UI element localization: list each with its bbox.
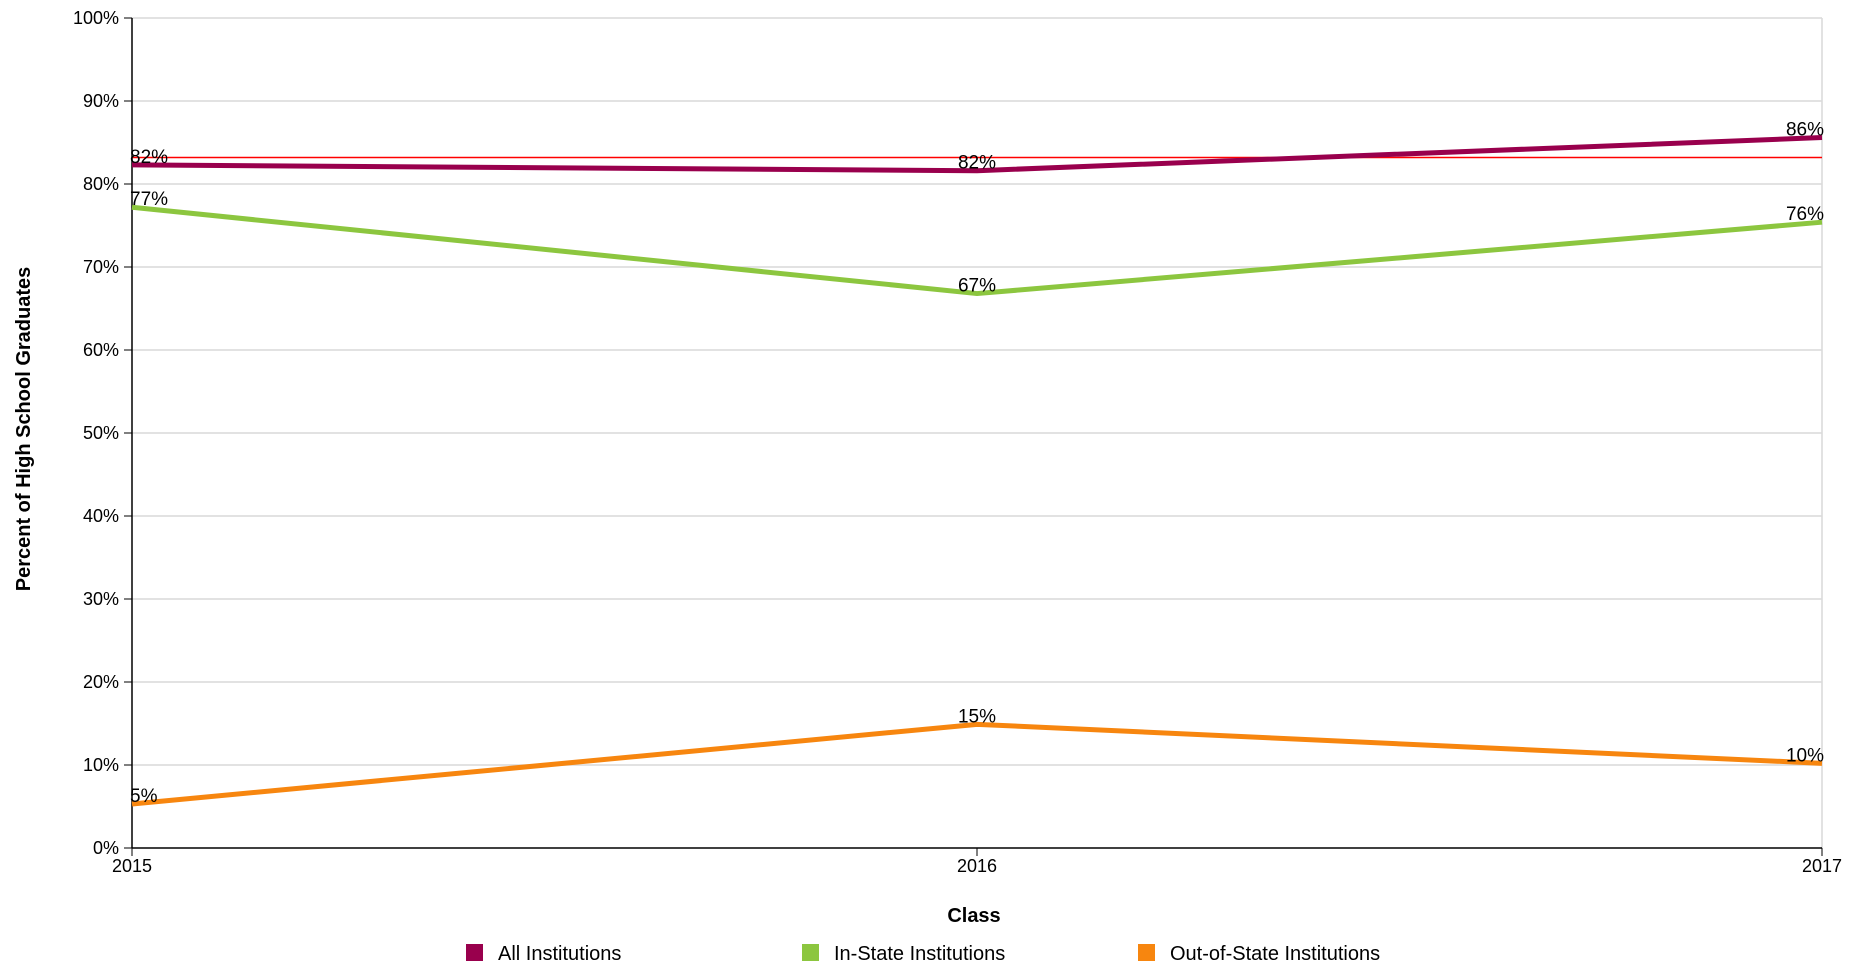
y-tick-label: 90% xyxy=(83,91,119,111)
y-tick-label: 100% xyxy=(73,8,119,28)
y-tick-label: 50% xyxy=(83,423,119,443)
legend-swatch xyxy=(802,944,819,961)
legend-label: In-State Institutions xyxy=(834,943,1005,964)
y-tick-label: 10% xyxy=(83,755,119,775)
data-label: 86% xyxy=(1786,120,1824,141)
y-tick-label: 80% xyxy=(83,174,119,194)
series-line-all-institutions xyxy=(131,135,1823,174)
y-tick-label: 20% xyxy=(83,672,119,692)
x-tick-label: 2015 xyxy=(112,856,152,876)
data-label: 10% xyxy=(1786,745,1824,766)
y-tick-label: 0% xyxy=(93,838,119,858)
legend-swatch xyxy=(1138,944,1155,961)
data-label: 76% xyxy=(1786,204,1824,225)
legend-label: All Institutions xyxy=(498,943,621,964)
x-tick-label: 2016 xyxy=(957,856,997,876)
data-label: 5% xyxy=(130,786,158,807)
data-label: 67% xyxy=(958,276,996,297)
data-label: 82% xyxy=(958,153,996,174)
legend-swatch xyxy=(466,944,483,961)
y-tick-labels: 0% 10% 20% 30% 40% 50% 60% 70% 80% 90% 100% xyxy=(73,8,119,858)
axes xyxy=(131,18,1823,856)
y-tick-label: 30% xyxy=(83,589,119,609)
y-tick-label: 60% xyxy=(83,340,119,360)
x-tick-label: 2017 xyxy=(1802,856,1842,876)
x-tick-labels: 2015 2016 2017 xyxy=(112,856,1842,876)
legend: All Institutions In-State Institutions Out… xyxy=(466,943,1380,964)
data-label: 82% xyxy=(130,147,168,168)
data-labels: 82% 82% 86% 77% 67% 76% 5% 15% 10% xyxy=(130,120,1824,807)
series-line-out-of-state-institutions xyxy=(131,721,1823,807)
legend-label: Out-of-State Institutions xyxy=(1170,943,1380,964)
y-tick-label: 40% xyxy=(83,506,119,526)
series-lines xyxy=(131,135,1823,807)
grid-lines xyxy=(124,17,1822,849)
series-line-in-state-institutions xyxy=(131,204,1823,297)
x-axis-title: Class xyxy=(947,905,1000,927)
y-axis-title: Percent of High School Graduates xyxy=(13,267,35,592)
y-tick-label: 70% xyxy=(83,257,119,277)
data-label: 15% xyxy=(958,706,996,727)
data-label: 77% xyxy=(130,189,168,210)
